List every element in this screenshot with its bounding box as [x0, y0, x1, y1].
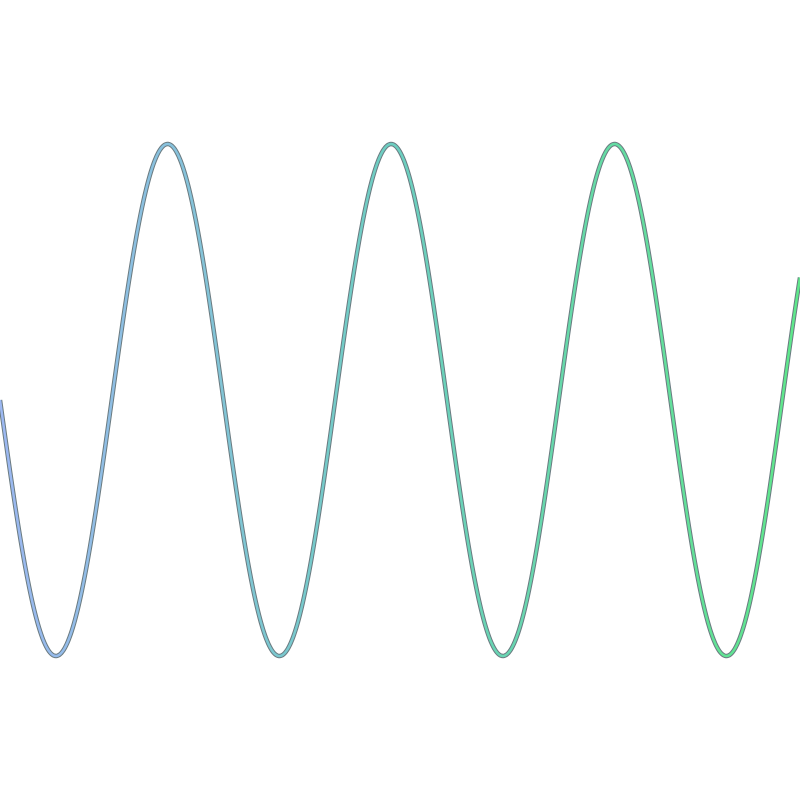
wave: [0, 142, 800, 658]
wave-outline: [0, 141, 800, 659]
